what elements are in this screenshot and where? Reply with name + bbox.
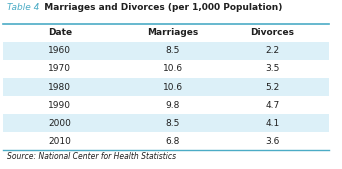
Text: Source: National Center for Health Statistics: Source: National Center for Health Stati… <box>6 152 176 161</box>
Bar <box>3 132 329 150</box>
Text: 1980: 1980 <box>48 82 71 92</box>
Bar <box>3 114 329 132</box>
Text: Table 4: Table 4 <box>6 3 39 12</box>
Text: 5.2: 5.2 <box>265 82 279 92</box>
Text: Marriages: Marriages <box>147 28 198 37</box>
Text: 4.1: 4.1 <box>265 119 279 128</box>
Text: Marriages and Divorces (per 1,000 Population): Marriages and Divorces (per 1,000 Popula… <box>38 3 282 12</box>
Bar <box>3 42 329 60</box>
Text: 10.6: 10.6 <box>163 64 183 73</box>
Bar <box>3 96 329 114</box>
Text: 1960: 1960 <box>48 46 71 55</box>
Text: Date: Date <box>48 28 72 37</box>
Text: 4.7: 4.7 <box>265 101 279 110</box>
Text: 2010: 2010 <box>48 137 71 146</box>
Bar <box>3 24 329 42</box>
Text: 2000: 2000 <box>48 119 71 128</box>
Bar <box>3 78 329 96</box>
Text: 9.8: 9.8 <box>166 101 180 110</box>
Text: 8.5: 8.5 <box>166 119 180 128</box>
Text: 3.6: 3.6 <box>265 137 280 146</box>
Text: 10.6: 10.6 <box>163 82 183 92</box>
Text: 1970: 1970 <box>48 64 71 73</box>
Text: 1990: 1990 <box>48 101 71 110</box>
Text: Divorces: Divorces <box>250 28 294 37</box>
Bar <box>3 60 329 78</box>
Text: 6.8: 6.8 <box>166 137 180 146</box>
Text: 3.5: 3.5 <box>265 64 280 73</box>
Text: 8.5: 8.5 <box>166 46 180 55</box>
Text: 2.2: 2.2 <box>265 46 279 55</box>
